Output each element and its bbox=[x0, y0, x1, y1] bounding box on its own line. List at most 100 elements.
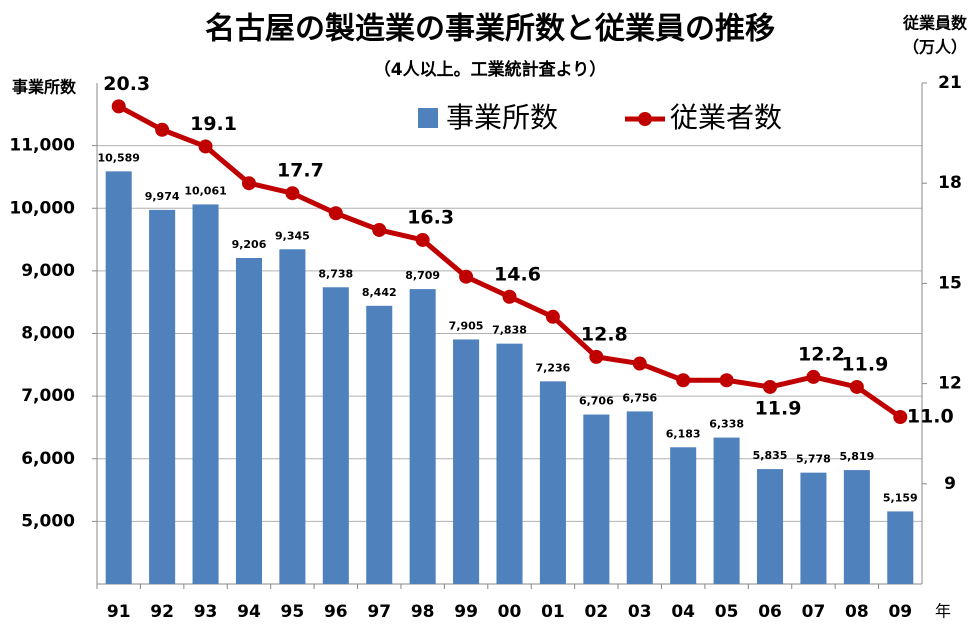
y2-tick-label: 18 bbox=[938, 173, 962, 193]
bar-value-label: 6,183 bbox=[666, 427, 701, 440]
x-tick-label: 06 bbox=[758, 602, 782, 622]
y2-axis-label: 従業員数 bbox=[902, 14, 968, 33]
line-marker bbox=[632, 356, 647, 371]
line-marker bbox=[806, 369, 821, 384]
line-marker bbox=[241, 176, 256, 191]
line-marker bbox=[285, 186, 300, 201]
legend-label: 従業者数 bbox=[670, 101, 782, 134]
bar bbox=[539, 381, 566, 584]
bar bbox=[626, 411, 653, 584]
bar bbox=[757, 469, 784, 584]
bar bbox=[583, 414, 610, 584]
y-tick-label: 7,000 bbox=[21, 386, 75, 406]
x-tick-label: 07 bbox=[802, 602, 826, 622]
x-tick-label: 09 bbox=[888, 602, 912, 622]
bar bbox=[453, 339, 480, 584]
bar-value-label: 5,159 bbox=[883, 491, 918, 504]
line-marker bbox=[589, 349, 604, 364]
y2-tick-label: 21 bbox=[938, 73, 962, 93]
y2-tick-label: 9 bbox=[944, 474, 956, 494]
line-marker bbox=[545, 309, 560, 324]
bar bbox=[105, 171, 132, 584]
chart-subtitle: （4人以上。工業統計査より） bbox=[374, 59, 607, 80]
y2-tick-label: 12 bbox=[938, 374, 962, 394]
bar-value-label: 5,778 bbox=[796, 453, 831, 466]
x-tick-label: 00 bbox=[498, 602, 522, 622]
bar bbox=[713, 437, 740, 584]
line-marker bbox=[111, 99, 126, 114]
bar bbox=[670, 447, 697, 584]
y-tick-label: 8,000 bbox=[21, 324, 75, 344]
x-tick-label: 93 bbox=[194, 602, 218, 622]
legend-swatch bbox=[418, 108, 438, 128]
line-marker bbox=[372, 222, 387, 237]
x-tick-label: 92 bbox=[150, 602, 174, 622]
y2-tick-label: 15 bbox=[938, 273, 962, 293]
x-tick-label: 94 bbox=[237, 602, 261, 622]
line-value-label: 17.7 bbox=[277, 160, 324, 182]
x-tick-label: 98 bbox=[411, 602, 435, 622]
line-value-label: 11.0 bbox=[907, 406, 954, 428]
line-value-label: 14.6 bbox=[494, 263, 541, 285]
chart-title: 名古屋の製造業の事業所数と従業員の推移 bbox=[205, 12, 775, 47]
bar bbox=[887, 511, 914, 584]
bar bbox=[366, 305, 393, 584]
bar-value-label: 10,061 bbox=[184, 184, 226, 197]
y-tick-label: 6,000 bbox=[21, 449, 75, 469]
x-tick-label: 03 bbox=[628, 602, 652, 622]
bar-value-label: 6,706 bbox=[579, 395, 614, 408]
line-marker bbox=[719, 373, 734, 388]
x-tick-label: 02 bbox=[585, 602, 609, 622]
bar-value-label: 10,589 bbox=[97, 151, 139, 164]
x-tick-label: 97 bbox=[367, 602, 391, 622]
line-marker bbox=[415, 232, 430, 247]
bar-value-label: 5,819 bbox=[839, 450, 874, 463]
line-marker bbox=[198, 139, 213, 154]
bar-value-label: 6,338 bbox=[709, 418, 744, 431]
x-tick-label: 91 bbox=[107, 602, 131, 622]
line-marker bbox=[459, 269, 474, 284]
line-marker bbox=[328, 206, 343, 221]
bar-value-label: 8,442 bbox=[362, 286, 397, 299]
bar bbox=[192, 204, 219, 584]
bar-value-label: 8,738 bbox=[318, 267, 353, 280]
bar bbox=[322, 287, 349, 584]
bar-value-label: 7,838 bbox=[492, 324, 527, 337]
bar bbox=[496, 343, 523, 584]
bar bbox=[235, 257, 262, 584]
x-tick-label: 04 bbox=[671, 602, 695, 622]
x-tick-label: 96 bbox=[324, 602, 348, 622]
y-tick-label: 9,000 bbox=[21, 261, 75, 281]
line-marker bbox=[502, 289, 517, 304]
x-tick-label: 95 bbox=[281, 602, 305, 622]
bar-value-label: 6,756 bbox=[622, 391, 657, 404]
line-value-label: 19.1 bbox=[190, 113, 237, 135]
line-marker bbox=[849, 379, 864, 394]
bar bbox=[279, 249, 306, 584]
line-marker bbox=[763, 379, 778, 394]
bar-value-label: 9,206 bbox=[232, 238, 267, 251]
line-value-label: 12.2 bbox=[798, 343, 845, 365]
y-tick-label: 10,000 bbox=[9, 198, 75, 218]
x-tick-label: 08 bbox=[845, 602, 869, 622]
x-tick-label: 99 bbox=[454, 602, 478, 622]
y-tick-label: 5,000 bbox=[21, 511, 75, 531]
bar-value-label: 5,835 bbox=[753, 449, 788, 462]
line-marker bbox=[893, 410, 908, 424]
x-tick-label: 05 bbox=[715, 602, 739, 622]
x-tick-label: 01 bbox=[541, 602, 565, 622]
bar bbox=[149, 209, 176, 585]
y2-axis-label: （万人） bbox=[903, 38, 967, 57]
legend-swatch bbox=[638, 112, 652, 126]
bar bbox=[800, 472, 827, 584]
bar-value-label: 7,905 bbox=[449, 319, 484, 332]
line-value-label: 12.8 bbox=[581, 323, 628, 345]
x-axis-unit: 年 bbox=[935, 602, 951, 621]
line-marker bbox=[676, 373, 691, 388]
line-marker bbox=[155, 122, 170, 137]
line-value-label: 16.3 bbox=[407, 206, 454, 228]
bar-value-label: 9,974 bbox=[145, 190, 180, 203]
bar bbox=[409, 289, 436, 584]
